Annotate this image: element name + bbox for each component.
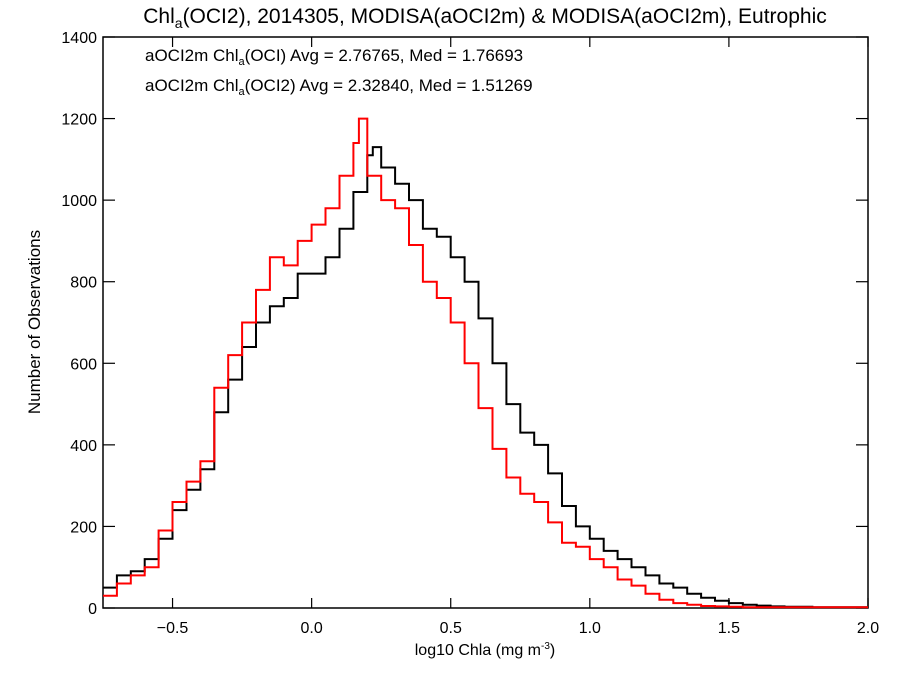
x-tick-label: 2.0 [857,620,879,637]
x-tick-label: 1.5 [718,620,740,637]
y-axis-ticks: 0 200 400 600 800 1000 1200 1400 [61,30,868,618]
x-axis-label-post: ) [550,642,555,659]
x-axis-label: log10 Chla (mg m-3) [415,641,556,659]
x-tick-label: 0.0 [301,620,323,637]
plot-frame [102,36,869,609]
chart-title-post: (OCI2), 2014305, MODISA(aOCI2m) & MODISA… [183,5,827,28]
legend-1-post: (OCI2) Avg = 2.32840, Med = 1.51269 [245,76,533,95]
x-tick-label: 0.5 [440,620,462,637]
x-tick-label: 1.0 [579,620,601,637]
x-axis-label-sup: -3 [541,641,550,652]
y-tick-label: 1200 [61,112,97,129]
legend-0-post: (OCI) Avg = 2.76765, Med = 1.76693 [245,46,523,65]
y-tick-label: 1400 [61,30,97,47]
legend-entry-black: aOCI2m Chla(OCI) Avg = 2.76765, Med = 1.… [145,46,523,68]
chart-title-sub: a [175,15,183,31]
x-tick-label: −0.5 [157,620,189,637]
legend-0-sub: a [239,56,246,68]
legend-0-pre: aOCI2m Chl [145,46,239,65]
chart-title: Chla(OCI2), 2014305, MODISA(aOCI2m) & MO… [143,5,827,31]
y-tick-label: 400 [70,438,97,455]
legend-1-pre: aOCI2m Chl [145,76,239,95]
x-axis-label-pre: log10 Chla (mg m [415,642,541,659]
legend-entry-red: aOCI2m Chla(OCI2) Avg = 2.32840, Med = 1… [145,76,533,98]
y-tick-label: 800 [70,275,97,292]
y-tick-label: 600 [70,356,97,373]
chart-title-pre: Chl [143,5,175,28]
y-tick-label: 0 [88,601,97,618]
x-axis-ticks: −0.5 0.0 0.5 1.0 1.5 2.0 [157,37,879,637]
series-line-black [103,146,868,609]
y-axis-label: Number of Observations [25,230,44,414]
series-group [103,117,868,609]
series-line-red [103,117,868,609]
y-tick-label: 1000 [61,193,97,210]
y-tick-label: 200 [70,519,97,536]
legend-1-sub: a [239,86,246,98]
